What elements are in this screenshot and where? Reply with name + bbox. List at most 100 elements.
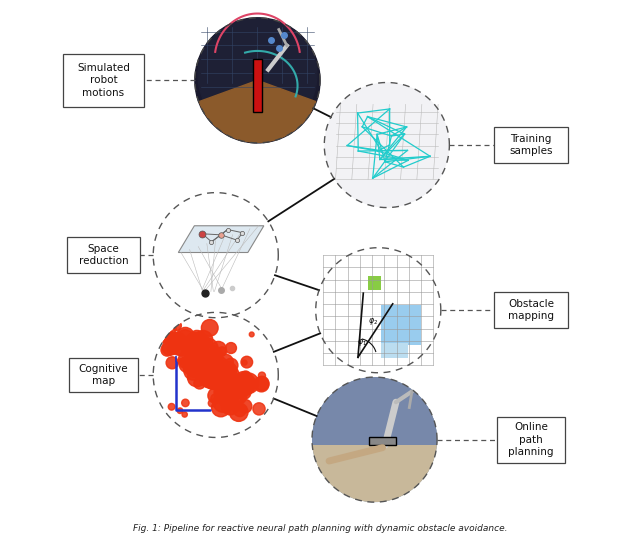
Circle shape [192, 347, 200, 356]
Circle shape [234, 371, 253, 391]
Circle shape [175, 330, 195, 349]
Circle shape [208, 399, 216, 407]
Circle shape [220, 397, 229, 406]
FancyBboxPatch shape [494, 292, 568, 329]
Circle shape [210, 349, 214, 353]
Circle shape [220, 385, 230, 395]
Circle shape [253, 403, 265, 415]
Circle shape [203, 374, 218, 389]
Circle shape [228, 386, 247, 405]
FancyBboxPatch shape [67, 237, 140, 273]
Circle shape [223, 381, 235, 393]
Circle shape [185, 354, 196, 364]
Circle shape [254, 377, 269, 392]
Circle shape [219, 364, 233, 378]
Circle shape [223, 387, 244, 407]
Circle shape [178, 359, 184, 364]
Circle shape [220, 362, 237, 378]
Circle shape [204, 346, 223, 366]
Circle shape [224, 399, 234, 409]
Circle shape [187, 339, 196, 348]
FancyBboxPatch shape [69, 358, 138, 392]
Circle shape [153, 192, 278, 318]
Circle shape [208, 388, 223, 404]
Text: Training
samples: Training samples [509, 134, 553, 156]
Circle shape [229, 403, 248, 421]
FancyBboxPatch shape [63, 54, 145, 107]
Circle shape [233, 376, 253, 397]
Circle shape [170, 332, 180, 342]
Circle shape [184, 354, 195, 365]
Circle shape [178, 351, 196, 369]
FancyBboxPatch shape [367, 276, 381, 290]
Circle shape [198, 338, 218, 358]
Circle shape [259, 372, 266, 379]
Text: Cognitive
map: Cognitive map [79, 364, 128, 386]
Circle shape [177, 408, 183, 413]
Circle shape [208, 360, 228, 381]
Circle shape [239, 399, 252, 413]
Circle shape [168, 344, 179, 354]
Circle shape [217, 354, 234, 370]
Circle shape [190, 355, 205, 370]
Circle shape [173, 333, 184, 344]
Circle shape [208, 373, 225, 389]
FancyBboxPatch shape [381, 344, 408, 359]
Circle shape [234, 404, 246, 416]
Circle shape [170, 332, 186, 349]
Circle shape [228, 386, 241, 399]
Circle shape [324, 83, 449, 207]
Circle shape [185, 333, 203, 351]
Circle shape [161, 330, 174, 343]
Circle shape [188, 347, 205, 364]
Circle shape [225, 343, 236, 353]
Circle shape [237, 385, 251, 399]
Circle shape [188, 363, 202, 377]
Circle shape [198, 354, 208, 364]
Circle shape [196, 332, 205, 341]
Text: $\varphi_2$: $\varphi_2$ [367, 316, 378, 326]
Circle shape [190, 332, 200, 343]
Circle shape [189, 330, 205, 346]
Circle shape [194, 359, 214, 379]
Circle shape [241, 356, 253, 368]
Circle shape [204, 360, 221, 376]
Circle shape [206, 356, 223, 373]
Circle shape [212, 374, 223, 385]
Circle shape [186, 345, 198, 356]
Circle shape [166, 323, 176, 333]
Circle shape [316, 248, 441, 373]
Circle shape [186, 348, 198, 360]
Circle shape [225, 376, 235, 386]
Circle shape [188, 364, 201, 377]
Circle shape [214, 361, 232, 381]
Circle shape [224, 358, 238, 372]
Circle shape [194, 377, 205, 389]
Circle shape [182, 412, 188, 417]
Circle shape [204, 362, 221, 380]
Circle shape [206, 376, 219, 389]
Circle shape [183, 334, 204, 356]
Circle shape [161, 344, 173, 356]
Circle shape [213, 377, 228, 393]
Circle shape [214, 382, 232, 400]
Circle shape [227, 375, 248, 396]
Wedge shape [198, 80, 316, 143]
Circle shape [198, 16, 317, 135]
Circle shape [202, 319, 218, 336]
Circle shape [185, 345, 198, 357]
Circle shape [215, 380, 232, 397]
Circle shape [238, 373, 259, 393]
Circle shape [204, 370, 217, 383]
Text: Fig. 1: Pipeline for reactive neural path planning with dynamic obstacle avoidan: Fig. 1: Pipeline for reactive neural pat… [132, 524, 508, 533]
Circle shape [250, 332, 254, 337]
Circle shape [183, 358, 201, 376]
Circle shape [214, 354, 218, 359]
Circle shape [177, 327, 194, 345]
Circle shape [195, 18, 320, 143]
Polygon shape [312, 377, 437, 445]
Circle shape [156, 327, 171, 342]
Circle shape [153, 312, 278, 437]
Circle shape [226, 398, 231, 403]
Text: $\varphi_1$: $\varphi_1$ [357, 337, 367, 348]
